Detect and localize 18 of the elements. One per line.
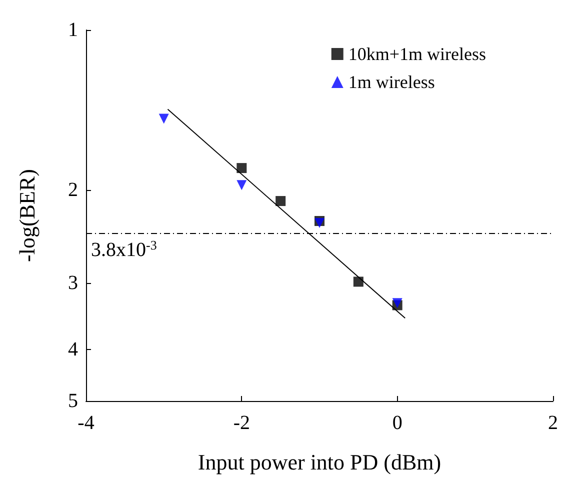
x-axis-title: Input power into PD (dBm) <box>198 450 442 474</box>
legend-label: 10km+1m wireless <box>348 44 486 64</box>
legend-label: 1m wireless <box>348 72 435 92</box>
y-tick-label: 2 <box>68 178 78 201</box>
y-tick-label: 1 <box>68 19 78 41</box>
y-tick-label: 5 <box>68 390 78 412</box>
point <box>236 163 247 174</box>
x-tick-label: 2 <box>548 412 558 434</box>
x-tick-label: -4 <box>78 412 94 434</box>
y-axis-title: -log(BER) <box>14 169 40 262</box>
point <box>353 276 364 287</box>
point <box>236 180 247 190</box>
x-tick-label: 0 <box>392 412 402 434</box>
point <box>158 114 169 124</box>
point <box>276 196 286 206</box>
y-tick-label: 4 <box>68 338 78 361</box>
x-tick-label: -2 <box>233 412 250 434</box>
y-tick-label: 3 <box>68 272 78 294</box>
